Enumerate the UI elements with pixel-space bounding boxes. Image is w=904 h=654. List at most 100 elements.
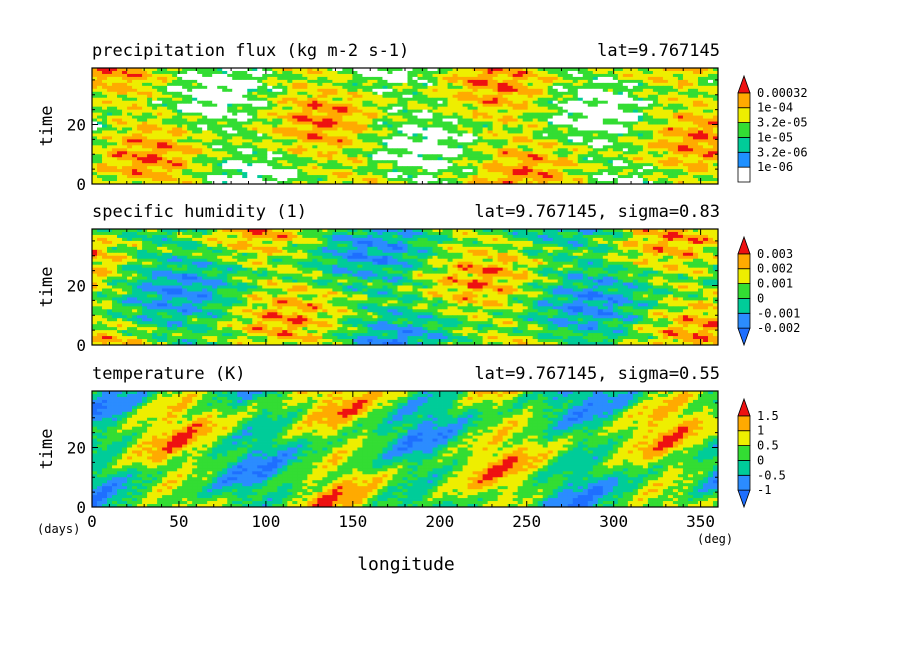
heatmap-cell xyxy=(362,151,368,155)
heatmap-cell xyxy=(687,139,694,143)
heatmap-cell xyxy=(362,127,368,131)
heatmap-cell xyxy=(617,85,624,90)
heatmap-cell xyxy=(327,68,333,72)
heatmap-cell xyxy=(552,160,559,164)
heatmap-cell xyxy=(472,130,479,134)
heatmap-cell xyxy=(262,73,268,78)
heatmap-cell xyxy=(672,73,679,78)
heatmap-cell xyxy=(542,136,549,140)
heatmap-cell xyxy=(437,127,443,131)
heatmap-cell xyxy=(312,73,318,78)
heatmap-cell xyxy=(197,157,203,161)
heatmap-cell xyxy=(632,151,639,155)
heatmap-cell xyxy=(572,70,579,75)
heatmap-cell xyxy=(97,175,103,179)
heatmap-cell xyxy=(257,68,263,72)
heatmap-cell xyxy=(347,103,353,108)
colorbar-segment xyxy=(737,137,751,153)
heatmap-cell xyxy=(97,76,103,81)
heatmap-cell xyxy=(127,68,133,72)
heatmap-cell xyxy=(177,112,183,116)
heatmap-cell xyxy=(382,130,388,134)
heatmap-cell xyxy=(432,130,438,134)
heatmap-cell xyxy=(387,112,393,116)
heatmap-cell xyxy=(642,130,649,134)
heatmap-cell xyxy=(522,142,529,146)
heatmap-cell xyxy=(422,163,428,167)
heatmap-cell xyxy=(457,109,463,114)
heatmap-cell xyxy=(147,91,153,96)
heatmap-cell xyxy=(152,91,158,96)
heatmap-cell xyxy=(377,124,383,128)
heatmap-cell xyxy=(287,154,293,158)
heatmap-cell xyxy=(492,97,499,102)
heatmap-cell xyxy=(642,157,649,161)
heatmap-cell xyxy=(617,148,624,152)
heatmap-cell xyxy=(327,160,333,164)
heatmap-cell xyxy=(502,94,509,99)
heatmap-cell xyxy=(552,124,559,128)
heatmap-cell xyxy=(407,130,413,134)
heatmap-cell xyxy=(607,157,614,161)
heatmap-cell xyxy=(502,169,509,173)
heatmap-cell xyxy=(572,103,579,108)
heatmap-cell xyxy=(482,145,489,149)
heatmap-cell xyxy=(602,124,609,128)
heatmap-cell xyxy=(522,169,529,173)
heatmap-cell xyxy=(687,68,694,72)
heatmap-cell xyxy=(522,73,529,78)
heatmap-cell xyxy=(552,148,559,152)
heatmap-cell xyxy=(202,160,208,164)
heatmap-cell xyxy=(417,145,423,149)
heatmap-cell xyxy=(487,73,494,78)
heatmap-cell xyxy=(422,79,428,84)
heatmap-cell xyxy=(507,70,514,75)
heatmap-cell xyxy=(217,130,223,134)
heatmap-cell xyxy=(237,139,243,143)
heatmap-cell xyxy=(402,166,408,170)
heatmap-cell xyxy=(342,68,348,72)
heatmap-cell xyxy=(517,73,524,78)
heatmap-cell xyxy=(552,145,559,149)
heatmap-cell xyxy=(432,127,438,131)
heatmap-cell xyxy=(707,166,714,170)
heatmap-cell xyxy=(297,130,303,134)
heatmap-cell xyxy=(152,124,158,128)
heatmap-cell xyxy=(657,85,664,90)
heatmap-cell xyxy=(402,169,408,173)
heatmap-cell xyxy=(157,88,163,93)
heatmap-cell xyxy=(292,79,298,84)
heatmap-cell xyxy=(222,115,228,119)
heatmap-cell xyxy=(487,109,494,114)
heatmap-cell xyxy=(652,103,659,108)
heatmap-cell xyxy=(472,178,479,182)
heatmap-cell xyxy=(552,163,559,167)
heatmap-cell xyxy=(707,118,714,122)
heatmap-cell xyxy=(277,115,283,119)
heatmap-cell xyxy=(92,70,98,75)
heatmap-cell xyxy=(497,145,504,149)
heatmap-cell xyxy=(387,175,393,179)
heatmap-cell xyxy=(582,172,589,176)
heatmap-cell xyxy=(307,133,313,137)
heatmap-cell xyxy=(162,115,168,119)
heatmap-cell xyxy=(587,109,594,114)
heatmap-cell xyxy=(407,154,413,158)
heatmap-cell xyxy=(142,97,148,102)
heatmap-cell xyxy=(157,127,163,131)
heatmap-cell xyxy=(502,145,509,149)
heatmap-cell xyxy=(202,73,208,78)
heatmap-cell xyxy=(392,145,398,149)
heatmap-cell xyxy=(682,154,689,158)
heatmap-cell xyxy=(97,124,103,128)
heatmap-cell xyxy=(712,79,719,84)
heatmap-cell xyxy=(702,175,709,179)
heatmap-cell xyxy=(257,181,263,185)
heatmap-cell xyxy=(677,88,684,93)
heatmap-cell xyxy=(422,115,428,119)
heatmap-cell xyxy=(227,169,233,173)
heatmap-cell xyxy=(272,118,278,122)
heatmap-cell xyxy=(482,136,489,140)
heatmap-cell xyxy=(97,130,103,134)
heatmap-cell xyxy=(202,115,208,119)
